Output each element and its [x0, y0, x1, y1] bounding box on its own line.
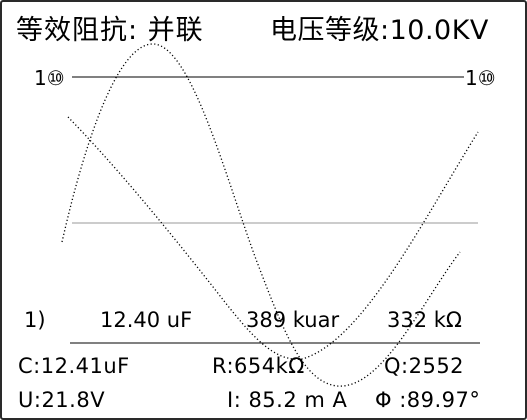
- quality-factor-value: Q:2552: [384, 354, 465, 378]
- capacitance-value: C:12.41uF: [18, 354, 130, 378]
- phase-angle-value: Φ :89.97°: [375, 388, 481, 412]
- voltage-value: U:21.8V: [18, 388, 106, 412]
- result-resistance: 332 kΩ: [387, 308, 462, 332]
- voltage-level-title: 电压等级:10.0KV: [270, 15, 489, 46]
- voltage-waveform: [61, 43, 461, 387]
- result-reactive-power: 389 kuar: [246, 308, 340, 332]
- scale-label-left: 1⑩: [34, 66, 65, 90]
- result-capacitance: 12.40 uF: [100, 308, 193, 332]
- scale-label-right: 1⑩: [465, 66, 496, 90]
- current-waveform: [67, 116, 479, 360]
- resistance-value: R:654kΩ: [212, 354, 305, 378]
- impedance-mode-title: 等效阻抗: 并联: [16, 15, 204, 46]
- result-index: 1): [24, 308, 46, 332]
- current-value: I: 85.2 m A: [227, 388, 348, 412]
